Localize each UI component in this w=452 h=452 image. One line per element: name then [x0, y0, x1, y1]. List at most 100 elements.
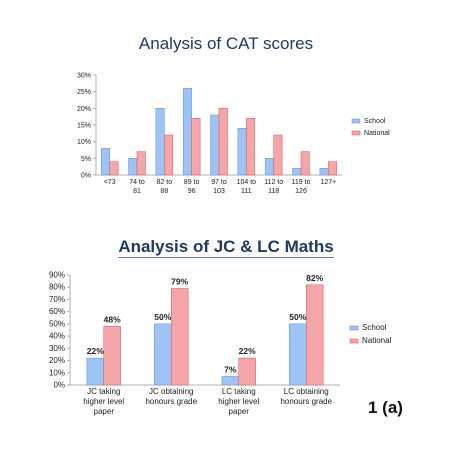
- chart1-bar-national: [136, 151, 146, 176]
- chart1-legend-swatch-national: [351, 130, 361, 136]
- chart2-y-tick-label: 50%: [49, 319, 65, 328]
- chart1-category-label-line: 82 to: [157, 179, 173, 186]
- chart2-category-label-line: LC obtaining: [284, 387, 329, 396]
- chart2-legend-swatch-national: [349, 338, 359, 344]
- chart2-title-text: Analysis of JC & LC Maths: [118, 237, 334, 258]
- chart1-bar-national: [109, 161, 119, 176]
- chart2-y-tick-label: 40%: [49, 332, 65, 341]
- chart2-y-tick-label: 0%: [53, 381, 65, 390]
- chart1-category-label: 104 to 111: [237, 179, 257, 195]
- chart2-bar-school: [289, 323, 307, 386]
- chart2-category-label-line: LC taking: [222, 387, 256, 396]
- chart1-bar-school: [155, 108, 165, 176]
- chart2-bar-national: [238, 357, 256, 386]
- chart1-category-label: 89 to 96: [184, 179, 200, 195]
- chart1-category-label-line: 89 to: [184, 179, 200, 186]
- chart2-bar-national: [171, 288, 189, 386]
- chart2-data-label: 7%: [224, 364, 237, 374]
- chart1-bar-national: [300, 151, 310, 176]
- chart2-category-label: JC obtaining honours grade: [145, 387, 197, 406]
- chart1-category-label-line: 88: [160, 188, 168, 195]
- chart2-data-label: 22%: [239, 346, 256, 356]
- chart1-category-label: 119 to 126: [292, 179, 311, 195]
- chart2-bar-school: [86, 357, 104, 386]
- chart1-y-tick-label: 20%: [77, 106, 91, 113]
- chart1-y-tick-label: 5%: [81, 156, 91, 163]
- chart2-data-label: 48%: [104, 314, 121, 324]
- chart1-bar-national: [218, 108, 228, 176]
- chart2-data-label: 79%: [171, 276, 188, 286]
- chart1-y-tick-label: 10%: [77, 139, 91, 146]
- chart2-bar-school: [154, 323, 172, 386]
- chart1-category-label: 127+: [320, 179, 336, 186]
- chart1-y-tick-label: 25%: [77, 89, 91, 96]
- chart1-category-label-line: 104 to: [237, 179, 257, 186]
- chart2-category-label: JC taking higher level paper: [83, 387, 124, 416]
- chart1-bar-national: [164, 134, 174, 176]
- chart1-category-label: 82 to 88: [157, 179, 173, 195]
- chart2-category-label: LC taking higher level paper: [218, 387, 259, 416]
- chart2-data-label: 50%: [154, 312, 171, 322]
- chart1-bar-school: [264, 158, 274, 176]
- chart2-y-tick-label: 60%: [49, 307, 65, 316]
- chart1-category-label-line: 112 to: [264, 179, 283, 186]
- chart2-category-label-line: honours grade: [280, 397, 332, 406]
- chart2-legend-label-national: National: [362, 336, 392, 345]
- chart1-category-label-line: 118: [268, 188, 279, 195]
- chart2-category-label-line: JC taking: [87, 387, 120, 396]
- chart1-bar-school: [292, 168, 302, 176]
- chart2-y-tick-label: 30%: [49, 344, 65, 353]
- chart1-category-label-line: 119 to: [292, 179, 311, 186]
- chart2-data-label: 82%: [306, 273, 323, 283]
- chart1-bar-national: [328, 161, 338, 176]
- chart1-legend-swatch-school: [351, 118, 361, 124]
- chart1-category-label-line: 126: [295, 188, 307, 195]
- chart2-group: 0% 10% 20% 30% 40% 50% 60% 70% 80% 90% 22% 48% JC ta…: [49, 271, 392, 417]
- chart1-bar-national: [246, 118, 256, 176]
- chart1-category-label-line: 103: [213, 188, 225, 195]
- figure-label: 1 (a): [368, 398, 403, 417]
- chart1-category-label-line: 81: [133, 188, 141, 195]
- chart2-bar-national: [306, 284, 324, 386]
- chart1-legend-label-national: National: [364, 130, 390, 137]
- chart2-category-label-line: JC obtaining: [149, 387, 193, 396]
- chart2-y-tick-label: 10%: [49, 368, 65, 377]
- chart1-group: 0% 5% 10% 15% 20% 25% 30% <73 74 to 81 82 to 88 89 t…: [77, 73, 390, 196]
- chart2-category-label: LC obtaining honours grade: [280, 387, 332, 406]
- chart1-category-label-line: 96: [188, 188, 196, 195]
- chart1-category-label-line: 97 to: [211, 179, 227, 186]
- chart1-y-tick-label: 0%: [81, 173, 91, 180]
- chart2-category-label-line: paper: [94, 407, 115, 416]
- chart1-title: Analysis of CAT scores: [138, 34, 314, 53]
- chart2-y-tick-label: 90%: [49, 271, 65, 280]
- chart2-category-label-line: paper: [229, 407, 250, 416]
- chart1-bar-school: [237, 128, 247, 176]
- chart2-data-label: 50%: [289, 312, 306, 322]
- chart1-category-label-line: 111: [241, 188, 252, 195]
- chart2-data-label: 22%: [87, 346, 104, 356]
- chart1-category-label: 74 to 81: [129, 179, 145, 195]
- chart1-bar-school: [210, 114, 220, 176]
- chart2-category-label-line: higher level: [83, 397, 124, 406]
- chart1-bar-school: [100, 148, 110, 176]
- chart1-category-label-line: <73: [104, 179, 116, 186]
- chart1-bar-national: [191, 118, 201, 176]
- chart2-y-tick-label: 70%: [49, 295, 65, 304]
- chart1-legend-label-school: School: [364, 118, 386, 125]
- chart1-bar-school: [319, 168, 329, 176]
- chart2-category-label-line: honours grade: [145, 397, 197, 406]
- chart1-category-label: 112 to 118: [264, 179, 283, 195]
- chart1-category-label-line: 127+: [320, 179, 336, 186]
- chart1-bar-school: [182, 88, 192, 176]
- chart1-y-tick-label: 30%: [77, 73, 91, 80]
- chart2-y-tick-label: 20%: [49, 356, 65, 365]
- chart2-title: Analysis of JC & LC Maths: [0, 237, 452, 258]
- chart2-y-tick-label: 80%: [49, 283, 65, 292]
- chart1-y-tick-label: 15%: [77, 123, 91, 130]
- chart1-category-label: <73: [104, 179, 116, 186]
- chart2-bar-school: [221, 376, 239, 386]
- chart2-category-label-line: higher level: [218, 397, 259, 406]
- chart1-category-label: 97 to 103: [211, 179, 227, 195]
- chart2-legend-swatch-school: [349, 325, 359, 331]
